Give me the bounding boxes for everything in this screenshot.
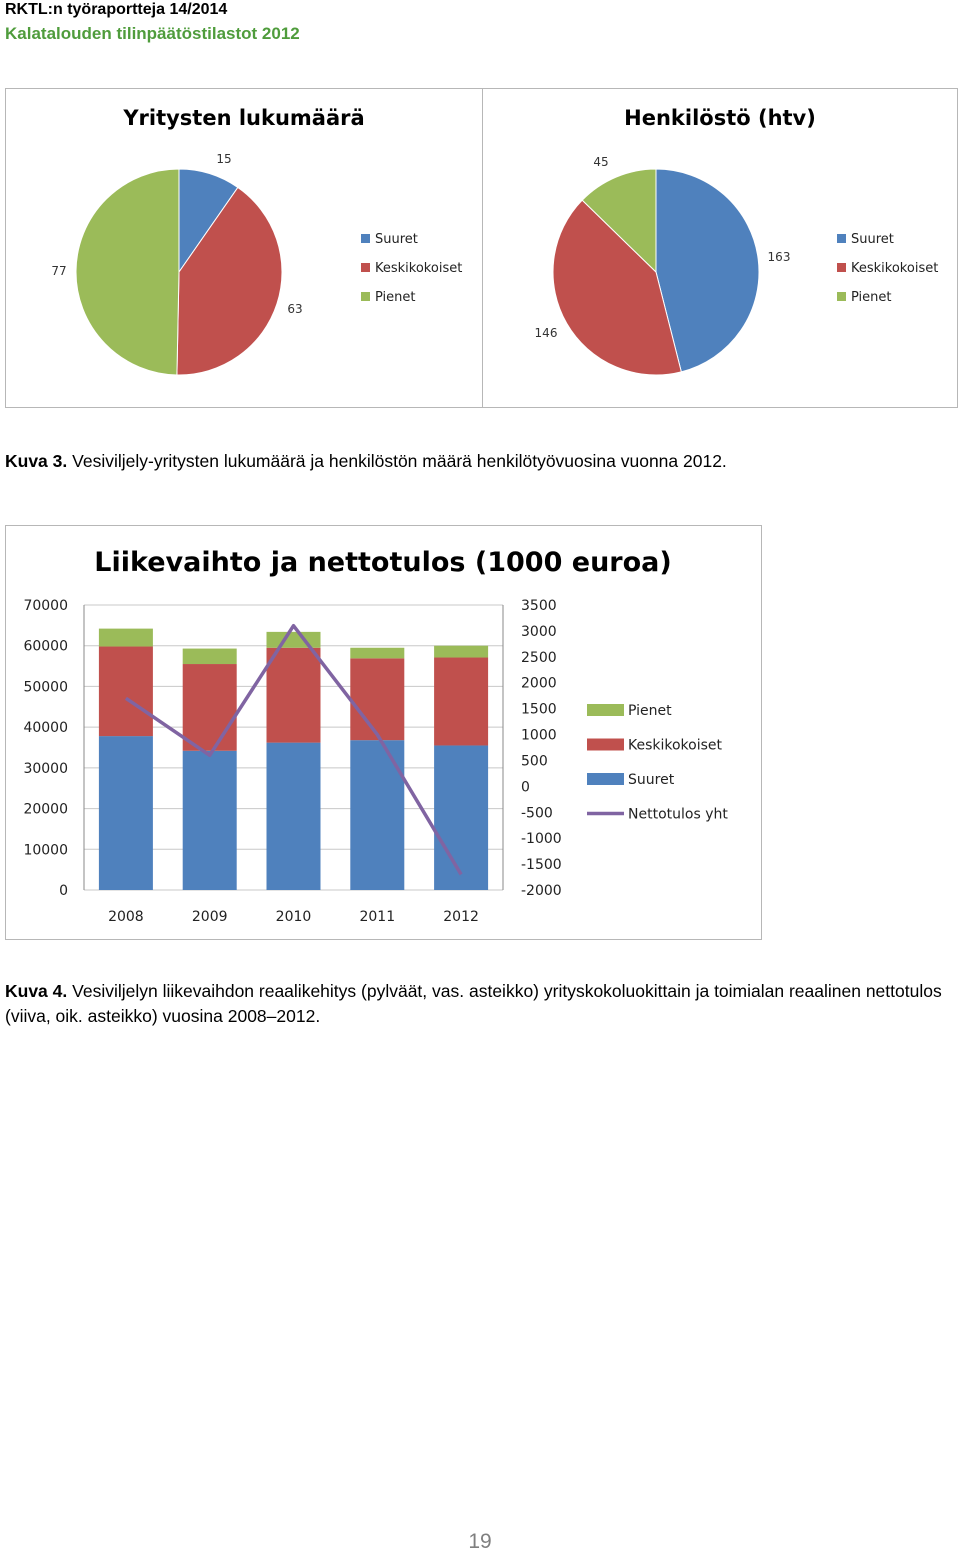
- chart-title: Yritysten lukumäärä: [122, 106, 364, 130]
- y-tick-label: 30000: [23, 761, 68, 777]
- y-tick-label: 10000: [23, 842, 68, 858]
- y2-tick-label: -2000: [521, 883, 562, 899]
- pie-slice-pienet: [581, 168, 657, 274]
- legend-swatch-pienet: [837, 292, 846, 301]
- pie-chart-personnel-svg: Henkilöstö (htv) 163 146 45 Suuret Keskikokoi…: [535, 106, 938, 376]
- y2-tick-label: 2000: [521, 676, 557, 692]
- y-tick-label: 70000: [23, 598, 68, 614]
- y2-tick-label: -1500: [521, 857, 562, 873]
- y-tick-label: 60000: [23, 639, 68, 655]
- legend-swatch-keskikokoiset: [587, 738, 624, 751]
- bar-segment-keskikokoiset: [266, 647, 321, 743]
- y-tick-label: 40000: [23, 720, 68, 736]
- y-tick-label: 50000: [23, 679, 68, 695]
- bar-segment-suuret: [350, 740, 405, 890]
- x-tick-label: 2010: [276, 909, 312, 925]
- pie-chart-personnel: Henkilöstö (htv) 163 146 45 Suuret Keskikokoi…: [482, 88, 958, 408]
- legend-swatch-keskikokoiset: [837, 263, 846, 272]
- y2-tick-label: 3000: [521, 624, 557, 640]
- y2-tick-label: 1000: [521, 728, 557, 744]
- legend-label: Keskikokoiset: [628, 738, 723, 754]
- figure-caption-4: Kuva 4. Vesiviljelyn liikevaihdon reaali…: [5, 979, 960, 1029]
- y2-tick-label: 500: [521, 753, 548, 769]
- legend-label: Nettotulos yht: [628, 807, 728, 823]
- legend-swatch-pienet: [361, 292, 370, 301]
- x-tick-label: 2012: [443, 909, 479, 925]
- legend-swatch-suuret: [587, 773, 624, 785]
- bar-segment-keskikokoiset: [350, 658, 405, 741]
- caption-text: Vesiviljely-yritysten lukumäärä ja henki…: [72, 451, 727, 471]
- legend-label: Suuret: [375, 232, 418, 247]
- data-label: 63: [287, 302, 302, 316]
- legend-label: Pienet: [628, 703, 672, 719]
- legend-swatch-suuret: [361, 234, 370, 243]
- bar-segment-keskikokoiset: [182, 664, 237, 751]
- chart-title: Henkilöstö (htv): [624, 106, 816, 130]
- legend-swatch-keskikokoiset: [361, 263, 370, 272]
- legend-label: Suuret: [628, 772, 675, 788]
- pie-chart-companies: Yritysten lukumäärä 15 63 77 Suuret Keskikoko…: [5, 88, 483, 408]
- y2-tick-label: 1500: [521, 702, 557, 718]
- data-label: 146: [535, 326, 558, 340]
- x-tick-label: 2009: [192, 909, 228, 925]
- pie-slice-suuret: [655, 168, 760, 373]
- caption-text: Vesiviljelyn liikevaihdon reaalikehitys …: [5, 981, 942, 1026]
- legend-label: Pienet: [375, 290, 416, 305]
- data-label: 15: [216, 152, 231, 166]
- x-tick-label: 2011: [359, 909, 395, 925]
- line-series-nettotulos: [124, 623, 463, 876]
- report-title: Kalatalouden tilinpäätöstilastot 2012: [5, 24, 300, 43]
- chart-title: Liikevaihto ja nettotulos (1000 euroa): [94, 547, 671, 578]
- y2-tick-label: 2500: [521, 650, 557, 666]
- bar-chart-revenue-svg: Liikevaihto ja nettotulos (1000 euroa) 0 1…: [23, 547, 728, 925]
- bar-segment-suuret: [182, 750, 237, 890]
- legend-label: Suuret: [851, 232, 894, 247]
- y2-tick-label: -1000: [521, 831, 562, 847]
- bar-segment-pienet: [182, 648, 237, 665]
- bar-segment-suuret: [98, 736, 153, 890]
- page-number: 19: [468, 1530, 492, 1553]
- pie-slice-keskikokoiset: [552, 199, 682, 376]
- bar-segment-pienet: [266, 631, 321, 648]
- pie-slice-keskikokoiset: [176, 186, 283, 376]
- bar-segment-suuret: [434, 745, 489, 890]
- legend-swatch-suuret: [837, 234, 846, 243]
- bar-segment-suuret: [266, 742, 321, 890]
- caption-label: Kuva 3.: [5, 451, 68, 471]
- data-label: 163: [768, 250, 791, 264]
- pie-slice-pienet: [75, 168, 180, 376]
- legend-swatch-pienet: [587, 704, 624, 716]
- bar-segment-pienet: [434, 645, 489, 658]
- bar-segment-keskikokoiset: [434, 657, 489, 746]
- bar-segment-pienet: [98, 628, 153, 647]
- y2-tick-label: 3500: [521, 598, 557, 614]
- legend-label: Pienet: [851, 290, 892, 305]
- bar-chart-revenue: Liikevaihto ja nettotulos (1000 euroa) 0 1…: [5, 525, 762, 940]
- figure-caption-3: Kuva 3. Vesiviljely-yritysten lukumäärä …: [5, 449, 955, 474]
- pie-chart-companies-svg: Yritysten lukumäärä 15 63 77 Suuret Keskikoko…: [51, 106, 462, 376]
- x-tick-label: 2008: [108, 909, 144, 925]
- data-label: 77: [51, 264, 66, 278]
- bar-segment-pienet: [350, 647, 405, 659]
- data-label: 45: [593, 155, 608, 169]
- legend-label: Keskikokoiset: [375, 261, 462, 276]
- legend-label: Keskikokoiset: [851, 261, 938, 276]
- y2-tick-label: -500: [521, 805, 553, 821]
- bar-segment-keskikokoiset: [98, 646, 153, 737]
- y2-tick-label: 0: [521, 779, 530, 795]
- report-series: RKTL:n työraportteja 14/2014: [5, 1, 228, 18]
- y-tick-label: 20000: [23, 802, 68, 818]
- caption-label: Kuva 4.: [5, 981, 68, 1001]
- y-tick-label: 0: [59, 883, 68, 899]
